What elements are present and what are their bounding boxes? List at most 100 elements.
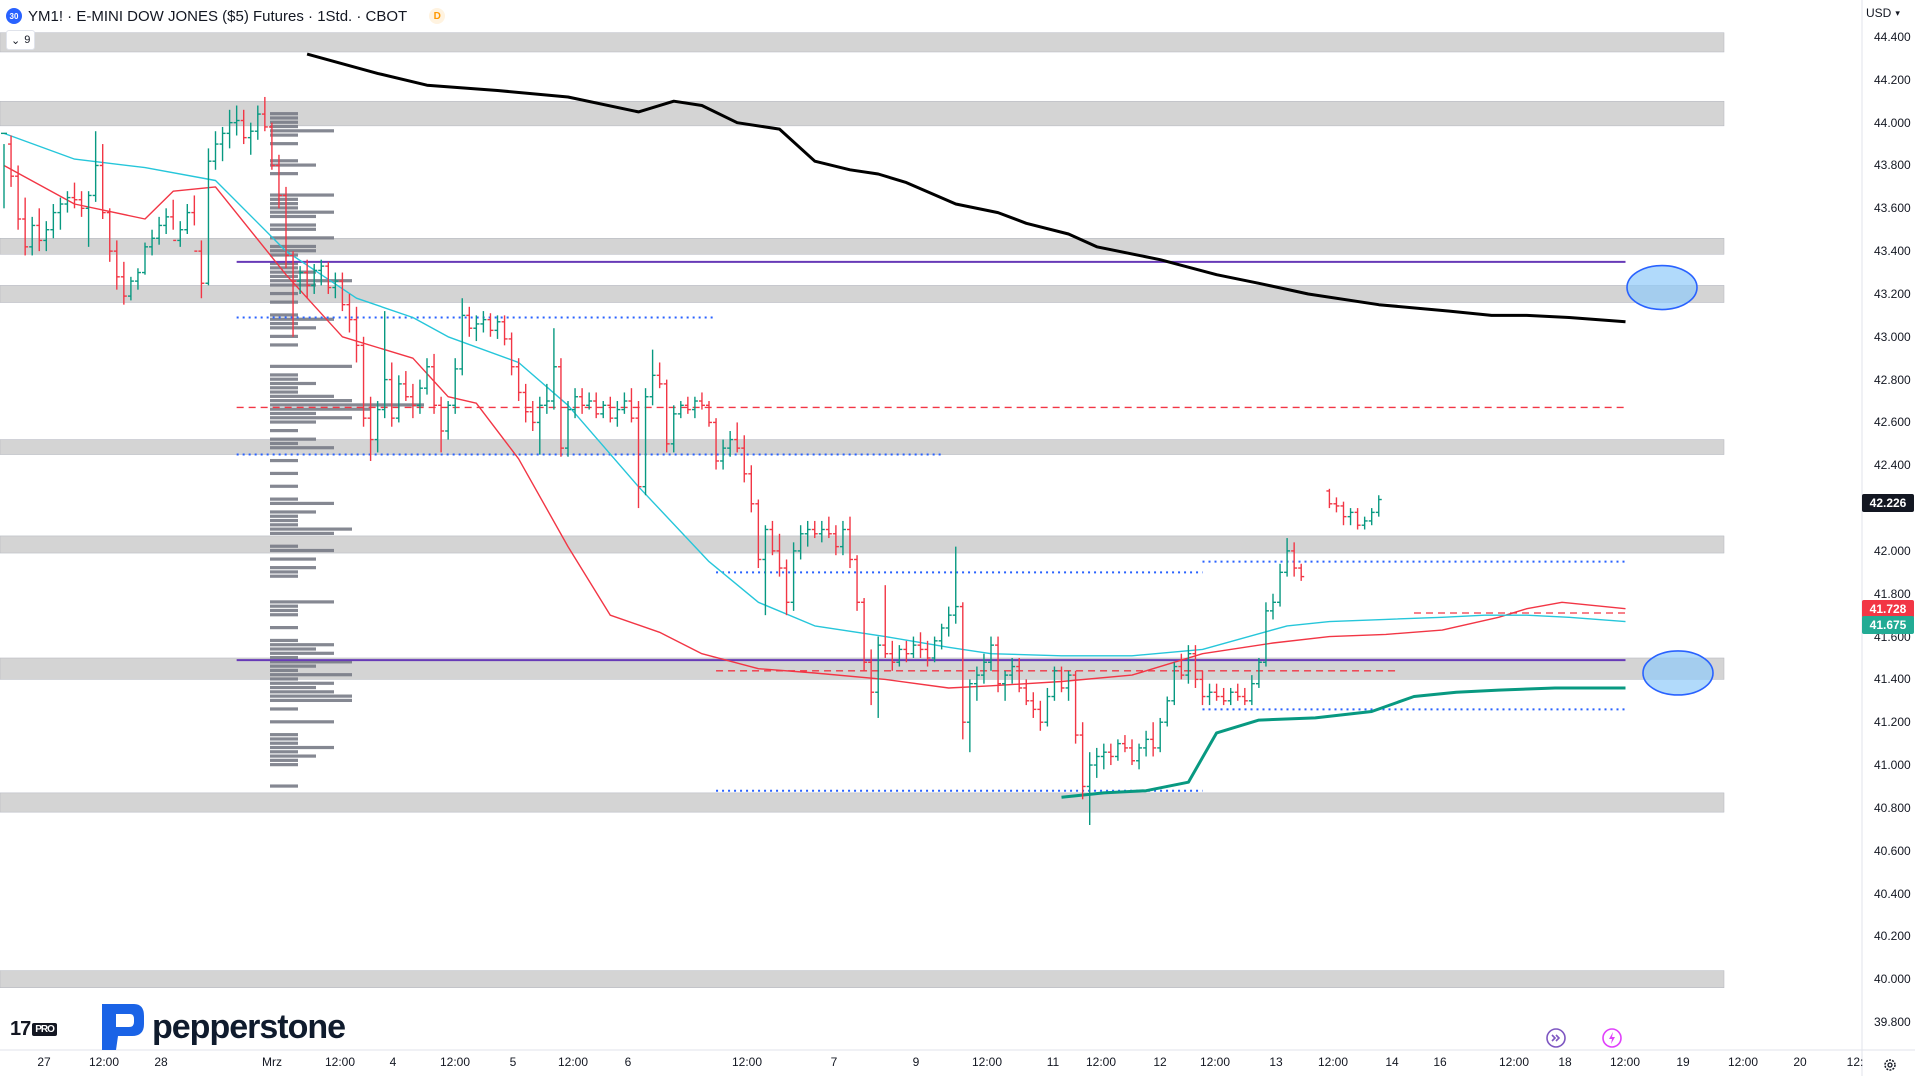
candle	[1234, 683, 1241, 701]
time-tick-label: 12:00	[557, 1055, 589, 1069]
candle	[1185, 645, 1192, 684]
candle	[698, 392, 705, 410]
volume-bar	[270, 266, 298, 270]
delayed-data-icon[interactable]: D	[429, 8, 446, 24]
candle	[1, 132, 7, 209]
candle	[1361, 516, 1368, 530]
candle	[508, 332, 515, 376]
indicators-toggle-button[interactable]: ⌄ 9	[6, 30, 36, 50]
go-to-realtime-icon[interactable]	[1545, 1027, 1567, 1049]
time-tick-label: 19	[1676, 1055, 1690, 1069]
candle	[783, 559, 790, 616]
candle	[50, 204, 57, 239]
candle	[445, 401, 452, 440]
candle	[607, 396, 614, 423]
candle	[741, 435, 748, 483]
candle	[868, 649, 875, 706]
candle	[762, 525, 769, 616]
volume-bar	[270, 163, 316, 167]
candle	[995, 636, 1002, 693]
volume-bar	[270, 193, 334, 197]
candle	[191, 195, 198, 252]
candle	[579, 388, 586, 414]
candle	[1164, 696, 1171, 727]
volume-bar	[270, 343, 298, 347]
candle	[64, 191, 71, 213]
candle	[586, 392, 593, 410]
volume-bar	[270, 531, 334, 535]
volume-bar	[270, 437, 316, 441]
symbol-title[interactable]: YM1! · E-MINI DOW JONES ($5) Futures · 1…	[28, 7, 408, 25]
candle	[1192, 645, 1199, 688]
candle	[297, 266, 304, 294]
volume-bar	[270, 527, 352, 531]
candle	[959, 602, 966, 740]
candle	[1326, 488, 1333, 509]
candle	[459, 298, 466, 376]
volume-bar	[270, 197, 298, 201]
candle	[1002, 670, 1009, 701]
zone-4	[0, 439, 1725, 455]
candle	[29, 216, 36, 256]
candle	[1044, 687, 1051, 727]
candle	[205, 148, 212, 286]
price-tick-label: 43.600	[1874, 201, 1911, 216]
candle	[1178, 653, 1185, 680]
time-tick-label: 12:00	[1609, 1055, 1641, 1069]
volume-bar	[270, 557, 316, 561]
candle	[600, 401, 607, 419]
candle	[1354, 508, 1361, 530]
candle	[755, 499, 762, 569]
volume-bar	[270, 291, 298, 296]
volume-bar	[270, 668, 298, 673]
volume-bar	[270, 655, 298, 660]
candle	[720, 439, 727, 470]
currency-selector[interactable]: USD ▾	[1866, 6, 1900, 20]
candle	[649, 349, 656, 406]
price-tick-label: 39.800	[1874, 1015, 1911, 1029]
candle	[1023, 679, 1030, 706]
candle	[572, 388, 579, 419]
volume-bar	[270, 741, 298, 745]
candle	[628, 388, 635, 423]
gear-icon[interactable]	[1882, 1057, 1898, 1073]
candle	[106, 208, 113, 262]
volume-bar	[270, 244, 316, 249]
volume-bar	[270, 407, 370, 411]
volume-bar	[270, 566, 316, 570]
candle	[1375, 495, 1382, 517]
tradingview-pro-logo[interactable]: 17 PRO	[10, 1018, 57, 1041]
candle	[903, 640, 910, 663]
volume-bar	[270, 484, 298, 488]
zone-6	[0, 657, 1725, 680]
candle	[198, 240, 205, 299]
volume-bar	[270, 763, 298, 767]
highlight-ellipses	[1626, 264, 1714, 696]
volume-bar	[270, 707, 298, 711]
volume-bar	[270, 441, 298, 446]
volume-bar	[270, 420, 316, 424]
candle	[261, 96, 268, 132]
candle	[1037, 700, 1044, 731]
candle	[1333, 497, 1340, 513]
volume-bar	[270, 720, 334, 724]
candle	[1291, 542, 1298, 577]
candle	[1227, 687, 1234, 706]
zone-2	[0, 238, 1725, 255]
volume-bar	[270, 386, 298, 390]
candle	[670, 405, 677, 453]
candle	[825, 516, 832, 539]
line-ema-slow	[3, 132, 1626, 657]
candle	[134, 268, 141, 290]
volume-bar	[270, 373, 298, 377]
volume-bar	[270, 253, 298, 257]
candle	[1262, 602, 1269, 667]
indicator-lines	[3, 52, 1626, 799]
candle	[811, 520, 818, 539]
volume-bar	[270, 124, 298, 129]
highlight-ellipse-1	[1642, 650, 1714, 696]
replay-lightning-icon[interactable]	[1601, 1027, 1623, 1049]
price-tick-label: 43.200	[1874, 286, 1911, 301]
volume-bar	[270, 364, 352, 368]
